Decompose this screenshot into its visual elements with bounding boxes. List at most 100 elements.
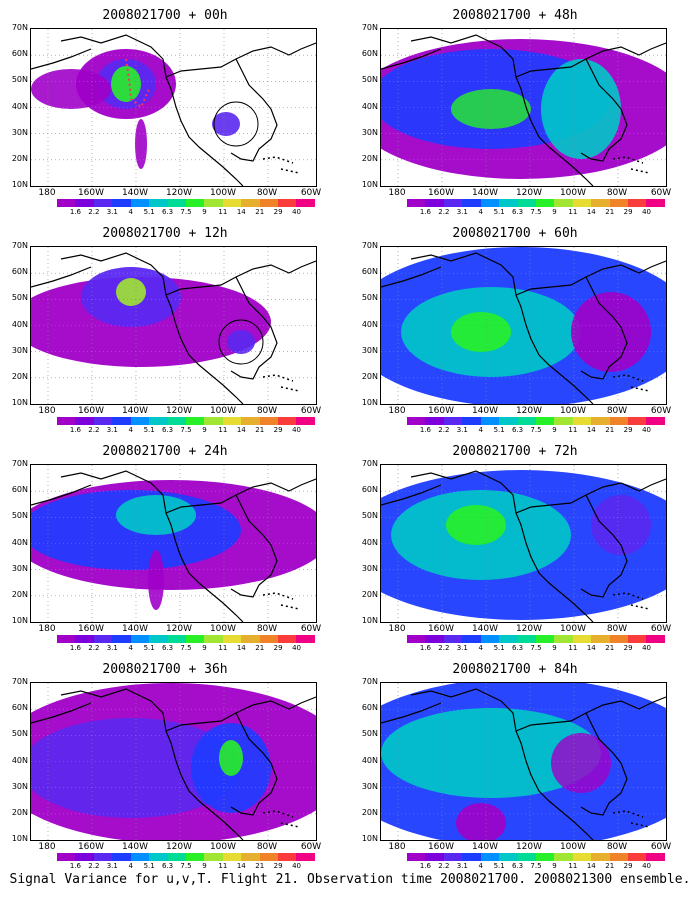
colorbar-label: 29	[273, 862, 283, 870]
colorbar-label: 9	[202, 644, 207, 652]
lon-label: 60W	[300, 188, 322, 198]
colorbar-label: 2.2	[88, 208, 100, 216]
lon-label: 180	[38, 188, 56, 198]
lon-label: 60W	[650, 188, 672, 198]
colorbar-swatch	[628, 635, 647, 643]
lon-label: 160W	[77, 406, 105, 416]
colorbar-swatch	[149, 199, 168, 207]
colorbar	[407, 853, 665, 861]
colorbar-label: 3.1	[456, 208, 468, 216]
colorbar-label: 40	[642, 426, 652, 434]
colorbar-swatch	[278, 417, 297, 425]
lat-label: 10N	[11, 398, 28, 407]
variance-contour	[212, 112, 240, 136]
colorbar-label: 6.3	[511, 208, 524, 216]
colorbar-swatch	[149, 635, 168, 643]
lon-label: 160W	[427, 624, 455, 634]
colorbar-swatch	[591, 853, 610, 861]
lon-label: 140W	[471, 624, 499, 634]
lat-label: 70N	[11, 23, 28, 32]
colorbar-swatch	[296, 417, 315, 425]
colorbar-swatch	[93, 417, 113, 425]
colorbar-swatch	[222, 635, 242, 643]
colorbar-swatch	[462, 417, 481, 425]
panel-title: 2008021700 + 24h	[102, 444, 228, 459]
lon-label: 140W	[121, 188, 149, 198]
colorbar-swatch	[259, 417, 279, 425]
island-markers	[262, 156, 300, 174]
lat-label: 70N	[11, 459, 28, 468]
colorbar-label: 14	[586, 208, 596, 216]
island-markers	[262, 592, 300, 610]
lon-label: 120W	[165, 188, 193, 198]
colorbar-label: 2.2	[88, 644, 100, 652]
colorbar-label: 29	[273, 426, 283, 434]
lon-label: 160W	[427, 188, 455, 198]
panel-title: 2008021700 + 60h	[452, 226, 578, 241]
colorbar-swatch	[572, 417, 592, 425]
variance-contour	[116, 495, 196, 535]
lat-label: 40N	[361, 755, 378, 765]
colorbar-swatch	[241, 417, 260, 425]
lat-label: 20N	[361, 589, 378, 599]
panel-title: 2008021700 + 72h	[452, 444, 578, 459]
variance-contour	[591, 495, 651, 555]
colorbar-swatch	[462, 199, 481, 207]
colorbar-label: 6.3	[511, 426, 524, 434]
colorbar-swatch	[646, 417, 665, 425]
lon-label: 120W	[515, 406, 543, 416]
lon-label: 60W	[300, 406, 322, 416]
variance-contour	[381, 708, 601, 798]
colorbar-swatch	[278, 199, 297, 207]
colorbar-swatch	[628, 417, 647, 425]
colorbar-label: 11	[218, 644, 228, 652]
colorbar-swatch	[296, 635, 315, 643]
lat-label: 50N	[11, 75, 28, 85]
colorbar-label: 29	[623, 208, 633, 216]
variance-contour	[135, 119, 147, 169]
lon-label: 180	[38, 406, 56, 416]
lon-label: 80W	[606, 406, 628, 416]
colorbar-swatch	[185, 199, 205, 207]
colorbar-swatch	[628, 853, 647, 861]
lat-label: 30N	[361, 563, 378, 573]
colorbar	[407, 199, 665, 207]
colorbar-swatch	[517, 853, 536, 861]
coastline	[31, 252, 316, 404]
colorbar-swatch	[425, 853, 444, 861]
coastline	[31, 470, 316, 622]
colorbar-swatch	[57, 635, 76, 643]
lat-label: 10N	[361, 398, 378, 407]
colorbar-label: 21	[605, 862, 615, 870]
lon-label: 120W	[515, 624, 543, 634]
lon-label: 160W	[427, 406, 455, 416]
lon-label: 100W	[559, 188, 587, 198]
colorbar-label: 4	[478, 426, 483, 434]
lat-label: 30N	[11, 345, 28, 355]
lat-label: 50N	[361, 75, 378, 85]
colorbar-swatch	[93, 853, 113, 861]
lon-label: 160W	[77, 188, 105, 198]
variance-contour	[451, 89, 531, 129]
colorbar-label: 3.1	[456, 426, 468, 434]
lat-label: 70N	[11, 677, 28, 686]
colorbar-label: 3.1	[106, 862, 118, 870]
colorbar	[57, 635, 315, 643]
colorbar-swatch	[443, 417, 463, 425]
flight-track	[125, 58, 150, 109]
lon-label: 100W	[209, 406, 237, 416]
colorbar-label: 7.5	[180, 862, 192, 870]
colorbar-swatch	[259, 199, 279, 207]
colorbar-label: 4	[128, 208, 133, 216]
island-markers	[612, 374, 650, 392]
lat-label: 30N	[11, 127, 28, 137]
map-panel: 2008021700 + 36h 70N 60N 50N 40N 30N 20N 10N 180…	[0, 662, 330, 874]
colorbar-label: 4	[128, 862, 133, 870]
variance-contour	[116, 278, 146, 306]
lat-label: 10N	[11, 180, 28, 189]
colorbar-swatch	[130, 635, 150, 643]
lat-label: 20N	[11, 589, 28, 599]
colorbar-label: 6.3	[511, 862, 524, 870]
lon-label: 140W	[471, 188, 499, 198]
colorbar-label: 3.1	[106, 208, 118, 216]
